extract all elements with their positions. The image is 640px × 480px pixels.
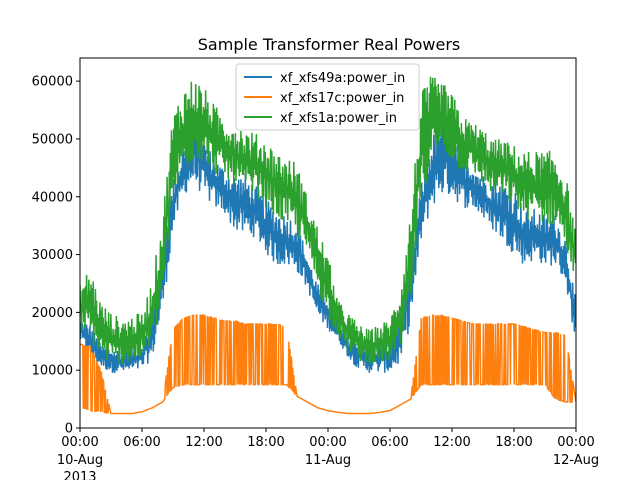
legend-entry: xf_xfs1a:power_in bbox=[280, 111, 397, 126]
x-tick-label: 12:00 bbox=[433, 435, 470, 450]
y-tick-label: 10000 bbox=[32, 364, 73, 379]
y-tick-label: 30000 bbox=[32, 248, 73, 263]
legend-entry: xf_xfs17c:power_in bbox=[280, 91, 404, 106]
series-line-xf-xfs1a-power-in bbox=[80, 76, 576, 365]
x-tick-label: 00:00 bbox=[61, 435, 98, 450]
y-tick-label: 0 bbox=[65, 422, 73, 437]
x-tick-label: 00:00 bbox=[309, 435, 346, 450]
chart-title: Sample Transformer Real Powers bbox=[198, 35, 460, 54]
y-tick-label: 40000 bbox=[32, 190, 73, 205]
y-tick-label: 60000 bbox=[32, 75, 73, 90]
x-tick-date-label: 12-Aug bbox=[553, 453, 599, 468]
x-tick-label: 06:00 bbox=[123, 435, 160, 450]
x-tick-label: 12:00 bbox=[185, 435, 222, 450]
x-tick-date-label: 11-Aug bbox=[305, 453, 351, 468]
series-line-xf-xfs17c-power-in bbox=[80, 314, 576, 415]
x-tick-label: 06:00 bbox=[371, 435, 408, 450]
x-tick-label: 00:00 bbox=[557, 435, 594, 450]
y-tick-label: 20000 bbox=[32, 306, 73, 321]
x-tick-label: 18:00 bbox=[247, 435, 284, 450]
legend: xf_xfs49a:power_in xf_xfs17c:power_in xf_x… bbox=[235, 63, 420, 131]
legend-entry: xf_xfs49a:power_in bbox=[280, 71, 405, 86]
x-tick-year-label: 2013 bbox=[63, 470, 96, 480]
x-tick-label: 18:00 bbox=[495, 435, 532, 450]
y-tick-label: 50000 bbox=[32, 132, 73, 147]
legend-box bbox=[235, 63, 420, 131]
x-tick-date-label: 10-Aug bbox=[57, 453, 103, 468]
